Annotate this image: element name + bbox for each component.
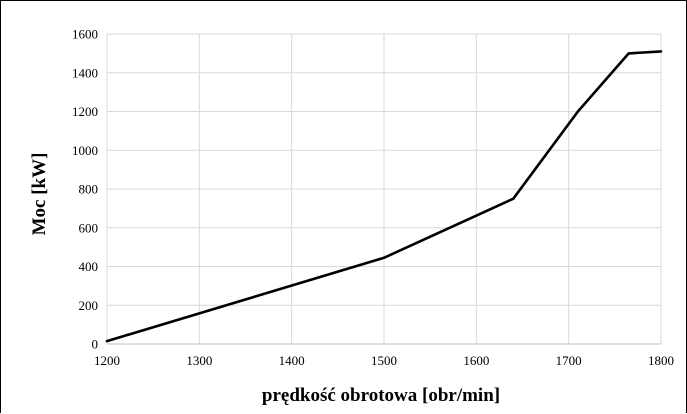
x-tick-label: 1800: [648, 353, 674, 368]
y-tick-label: 600: [79, 220, 99, 235]
x-tick-label: 1500: [371, 353, 397, 368]
y-tick-label: 400: [79, 259, 99, 274]
y-tick-label: 1000: [72, 143, 98, 158]
x-tick-label: 1600: [463, 353, 489, 368]
x-tick-label: 1200: [94, 353, 120, 368]
x-tick-label: 1300: [186, 353, 212, 368]
x-axis-title: prędkość obrotowa [obr/min]: [262, 385, 500, 406]
y-tick-label: 0: [92, 337, 99, 352]
y-tick-label: 200: [79, 298, 99, 313]
x-tick-label: 1700: [556, 353, 582, 368]
y-tick-label: 1600: [72, 27, 98, 42]
y-tick-labels: 0 200 400 600 800 1000 1200 1400 1600: [72, 27, 98, 352]
series-lines: [105, 50, 663, 343]
y-tick-label: 800: [79, 182, 99, 197]
x-tick-labels: 1200 1300 1400 1500 1600 1700 1800: [94, 353, 674, 368]
x-tick-label: 1400: [279, 353, 305, 368]
gridlines: [106, 33, 662, 345]
y-tick-label: 1200: [72, 104, 98, 119]
y-tick-label: 1400: [72, 65, 98, 80]
series-line: [105, 50, 663, 343]
y-axis-title: Moc [kW]: [29, 153, 50, 236]
